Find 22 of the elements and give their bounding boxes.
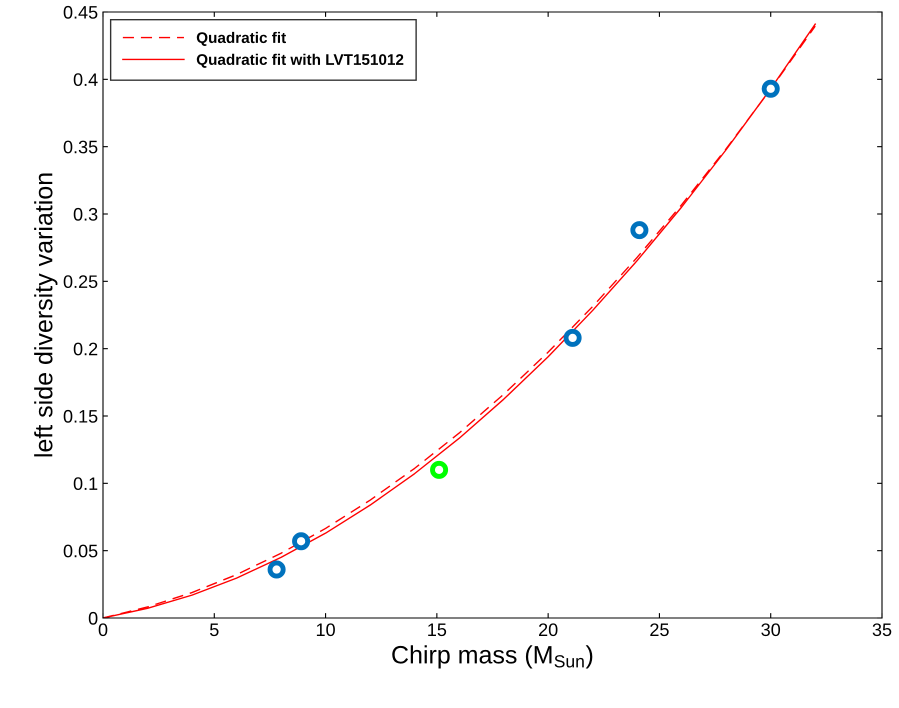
- x-tick-label: 5: [210, 624, 219, 636]
- y-axis-title: left side diversity variation: [34, 174, 58, 456]
- y-tick-label: 0.35: [64, 140, 98, 154]
- y-tick-label: 0: [88, 612, 98, 625]
- y-tick-label: 0.45: [64, 6, 98, 19]
- y-tick-label: 0.25: [64, 275, 98, 288]
- x-tick-label: 15: [428, 624, 446, 636]
- x-tick-label: 20: [539, 623, 558, 636]
- y-tick-label: 0.2: [74, 342, 98, 356]
- x-tick-label: 30: [761, 623, 780, 636]
- x-tick-label: 35: [872, 623, 892, 636]
- legend-label: Quadratic fit with LVT151012: [196, 54, 404, 68]
- y-tick-label: 0.4: [74, 73, 98, 86]
- x-tick-label: 25: [650, 623, 669, 636]
- y-tick-label: 0.3: [74, 208, 98, 221]
- x-tick-label: 10: [316, 623, 335, 636]
- y-tick-label: 0.1: [74, 477, 98, 490]
- y-tick-label: 0.15: [64, 410, 98, 423]
- x-axis-title: Chirp mass (M$_{Sun}$): [392, 645, 592, 669]
- x-tick-label: 0: [98, 623, 108, 636]
- y-tick-label: 0.05: [64, 544, 98, 558]
- legend-label: Quadratic fit: [196, 32, 286, 46]
